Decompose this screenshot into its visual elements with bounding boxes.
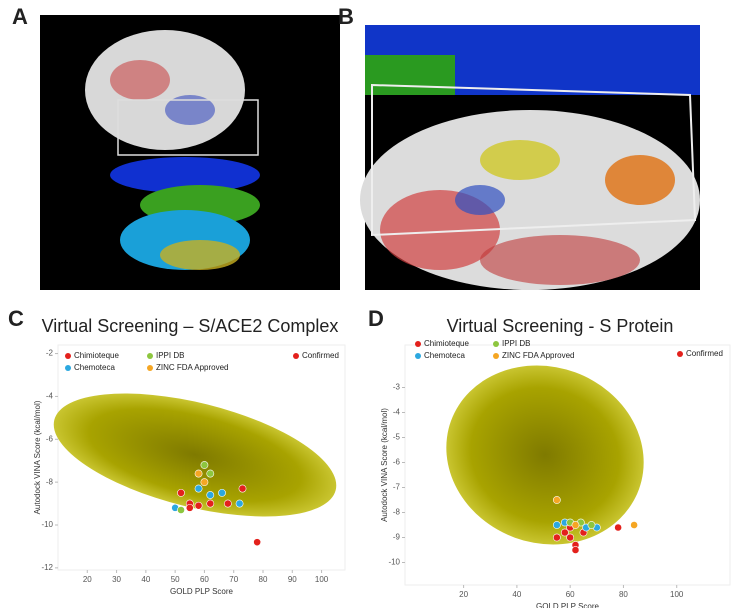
y-tick-label: -8 [393,508,401,517]
legend-marker [493,353,499,359]
data-point [206,491,215,499]
data-point [566,533,575,542]
panel-label: A [12,4,28,29]
data-point [194,484,203,493]
y-tick-label: -3 [393,383,401,392]
data-point [253,538,262,547]
legend-marker [293,353,299,359]
y-tick-label: -5 [393,433,401,442]
legend-label: IPPI DB [156,351,184,360]
legend-label: Confirmed [302,351,339,360]
x-tick-label: 50 [171,575,180,584]
data-point [206,499,215,508]
y-tick-label: -4 [393,408,401,417]
y-tick-label: -12 [41,563,53,572]
data-point [206,469,215,478]
x-tick-label: 30 [112,575,121,584]
legend-label: Confirmed [686,349,723,358]
y-tick-label: -6 [46,434,54,443]
y-axis-label: Autodock VINA Score (kcal/mol) [33,400,42,514]
legend-label: ZINC FDA Approved [156,363,228,372]
data-point [177,506,185,514]
background-cloud [53,393,337,517]
panel-label: C [8,306,24,331]
x-tick-label: 60 [200,575,209,584]
data-point [552,521,561,529]
x-axis-label: GOLD PLP Score [170,587,234,596]
legend-marker [147,365,153,371]
data-point [177,488,185,497]
data-point [200,461,209,469]
legend-marker [147,353,153,359]
data-point [587,521,596,529]
legend-marker [65,353,71,359]
legend-label: ZINC FDA Approved [502,351,574,360]
legend-label: IPPI DB [502,339,530,348]
data-point [552,533,561,542]
x-tick-label: 40 [512,590,521,599]
data-point [614,523,623,532]
molecule-image-a [40,15,340,290]
legend-label: Chemoteca [424,351,465,360]
x-axis-label: GOLD PLP Score [536,602,600,608]
molecule-image-b [360,25,700,290]
x-tick-label: 70 [229,575,238,584]
data-point [571,546,580,554]
data-point [223,499,232,508]
data-point [552,496,561,504]
x-tick-label: 60 [566,590,575,599]
data-point [194,501,203,510]
y-tick-label: -8 [46,477,54,486]
data-point [185,503,194,512]
y-axis-label: Autodock VINA Score (kcal/mol) [380,408,389,522]
data-point [194,469,203,478]
x-tick-label: 100 [315,575,329,584]
x-tick-label: 100 [670,590,684,599]
data-point [630,521,638,529]
panel-label: B [338,4,354,29]
legend-label: Chemoteca [74,363,115,372]
y-tick-label: -2 [46,349,54,358]
data-point [560,528,569,537]
x-tick-label: 20 [459,590,468,599]
legend-label: Chimioteque [74,351,119,360]
legend-marker [65,365,71,371]
data-point [235,499,244,508]
x-tick-label: 40 [141,575,150,584]
data-point [200,478,209,487]
legend-label: Chimioteque [424,339,469,348]
background-cloud [446,365,644,545]
panel-label: D [368,306,384,331]
x-tick-label: 90 [288,575,297,584]
y-tick-label: -10 [41,520,53,529]
y-tick-label: -6 [393,458,401,467]
legend-marker [415,353,421,359]
y-tick-label: -4 [46,392,54,401]
legend-marker [493,341,499,347]
x-tick-label: 20 [83,575,92,584]
y-tick-label: -9 [393,533,401,542]
x-tick-label: 80 [259,575,268,584]
y-tick-label: -7 [393,483,401,492]
data-point [218,488,226,497]
chart-title: Virtual Screening - S Protein [447,316,674,336]
chart-title: Virtual Screening – S/ACE2 Complex [42,316,339,336]
y-tick-label: -10 [388,558,400,567]
x-tick-label: 80 [619,590,628,599]
data-point [238,484,247,493]
legend-marker [415,341,421,347]
data-point [571,521,580,529]
legend-marker [677,351,683,357]
